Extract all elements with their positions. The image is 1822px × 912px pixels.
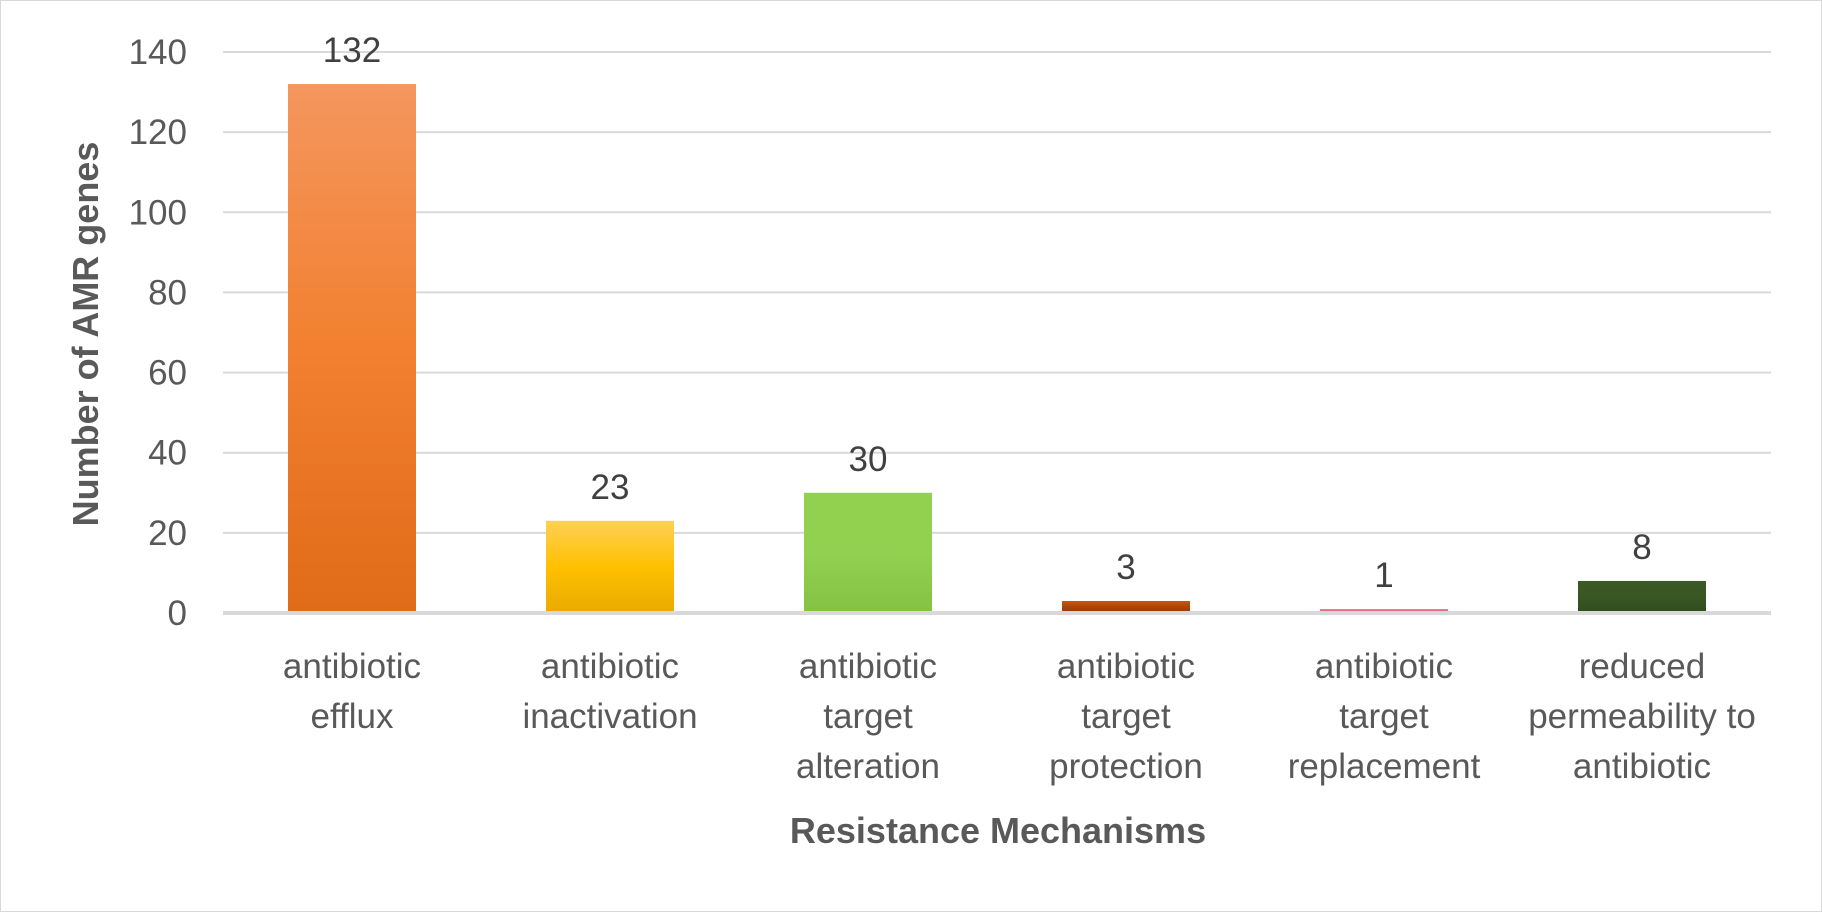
bar-4 [1320, 608, 1448, 613]
y-tick-label: 80 [148, 273, 187, 312]
data-label-0: 132 [323, 31, 381, 70]
y-tick-label: 120 [129, 113, 187, 152]
data-label-1: 23 [591, 468, 630, 507]
data-label-5: 8 [1632, 528, 1651, 567]
category-labels: antibiotic efflux antibiotic inactivation an… [283, 647, 1756, 786]
data-label-4: 1 [1374, 556, 1393, 595]
x-axis-title: Resistance Mechanisms [790, 810, 1206, 851]
y-tick-label: 0 [168, 594, 187, 633]
data-label-3: 3 [1116, 548, 1135, 587]
data-labels: 132 23 30 3 1 8 [323, 31, 1652, 595]
y-axis-ticks: 0 20 40 60 80 100 120 140 [129, 33, 187, 633]
bar-3 [1062, 600, 1190, 613]
y-tick-label: 140 [129, 33, 187, 72]
bar-2 [804, 492, 932, 613]
bar-0 [288, 84, 416, 614]
y-tick-label: 60 [148, 354, 187, 393]
y-axis-title: Number of AMR genes [65, 142, 106, 527]
gridlines [223, 51, 1771, 534]
bar-5 [1578, 580, 1706, 613]
bar-1 [546, 520, 674, 613]
y-tick-label: 40 [148, 434, 187, 473]
category-label-1: antibiotic inactivation [522, 647, 697, 736]
category-label-4: antibiotic target replacement [1288, 647, 1481, 786]
y-tick-label: 20 [148, 514, 187, 553]
category-label-2: antibiotic target alteration [796, 647, 940, 786]
bars [288, 84, 1706, 614]
category-label-0: antibiotic efflux [283, 647, 421, 736]
category-label-3: antibiotic target protection [1049, 647, 1203, 786]
category-label-5: reduced permeability to antibiotic [1528, 647, 1756, 786]
data-label-2: 30 [849, 440, 888, 479]
y-tick-label: 100 [129, 193, 187, 232]
